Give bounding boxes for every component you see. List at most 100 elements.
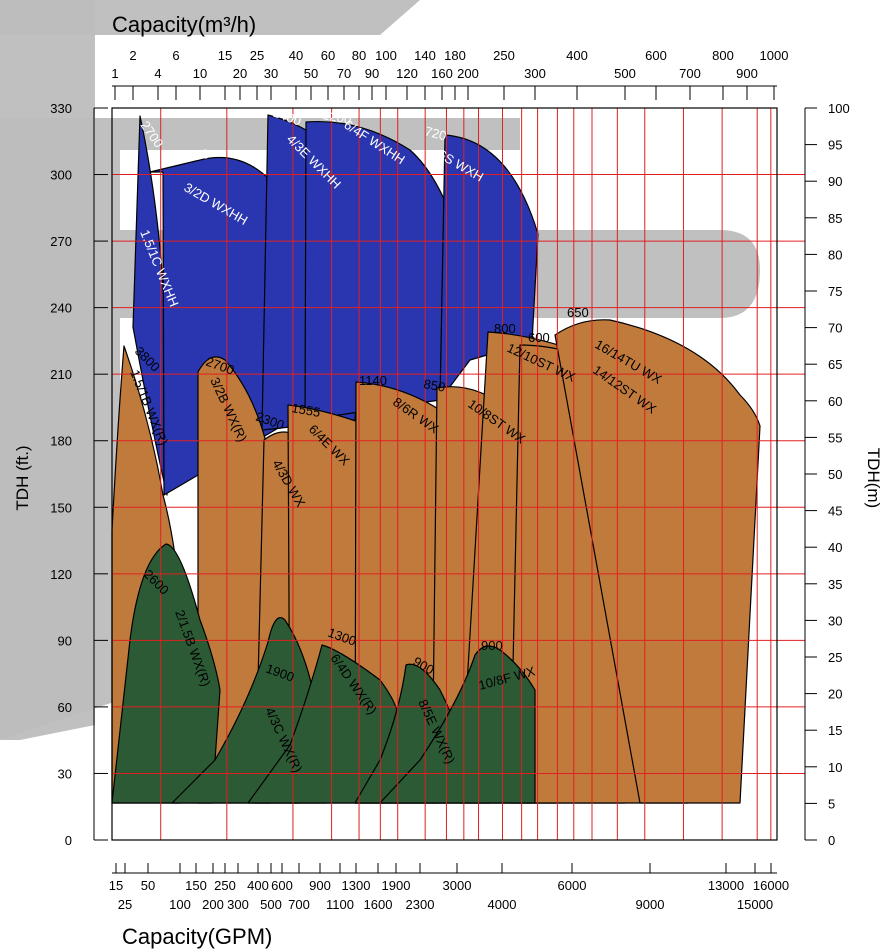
tick-label: 180 bbox=[444, 48, 466, 63]
tick-label: 30 bbox=[58, 766, 72, 781]
tick-label: 75 bbox=[828, 284, 842, 299]
pump-zone-speed-label: 850 bbox=[422, 376, 446, 395]
tick-label: 15 bbox=[828, 723, 842, 738]
tick-label: 1600 bbox=[364, 897, 393, 912]
pump-zone-speed-label: 650 bbox=[567, 305, 589, 320]
pump-zone-green bbox=[379, 645, 536, 804]
tick-label: 90 bbox=[58, 633, 72, 648]
tick-label: 3000 bbox=[443, 878, 472, 893]
tick-label: 85 bbox=[828, 211, 842, 226]
tick-label: 300 bbox=[50, 168, 72, 183]
tick-label: 10 bbox=[828, 760, 842, 775]
tick-label: 25 bbox=[250, 48, 264, 63]
tick-label: 45 bbox=[828, 504, 842, 519]
tick-label: 700 bbox=[288, 897, 310, 912]
tick-label: 250 bbox=[493, 48, 515, 63]
tick-label: 400 bbox=[247, 878, 269, 893]
tick-label: 1300 bbox=[342, 878, 371, 893]
tick-label: 30 bbox=[264, 66, 278, 81]
tick-label: 330 bbox=[50, 101, 72, 116]
tick-label: 95 bbox=[828, 138, 842, 153]
tick-label: 50 bbox=[304, 66, 318, 81]
pump-zone-speed-label: 720 bbox=[423, 123, 448, 143]
tick-label: 25 bbox=[828, 650, 842, 665]
tick-label: 25 bbox=[118, 897, 132, 912]
tick-label: 15 bbox=[109, 878, 123, 893]
tick-label: 15000 bbox=[737, 897, 773, 912]
tick-label: 400 bbox=[566, 48, 588, 63]
tick-label: 60 bbox=[58, 700, 72, 715]
tick-label: 90 bbox=[828, 174, 842, 189]
pump-zone-speed-label: 1200 bbox=[321, 107, 352, 127]
tick-label: 9000 bbox=[636, 897, 665, 912]
tick-label: 160 bbox=[431, 66, 453, 81]
tick-label: 4 bbox=[154, 66, 161, 81]
tick-label: 180 bbox=[50, 434, 72, 449]
tick-label: 700 bbox=[679, 66, 701, 81]
tick-label: 300 bbox=[227, 897, 249, 912]
tick-label: 600 bbox=[645, 48, 667, 63]
tick-label: 1 bbox=[111, 66, 118, 81]
tick-label: 40 bbox=[289, 48, 303, 63]
tick-label: 13000 bbox=[708, 878, 744, 893]
top-axis-title: Capacity(m³/h) bbox=[112, 12, 256, 37]
tick-label: 70 bbox=[337, 66, 351, 81]
tick-label: 500 bbox=[260, 897, 282, 912]
pump-zones bbox=[111, 114, 761, 804]
tick-label: 20 bbox=[233, 66, 247, 81]
tick-label: 65 bbox=[828, 357, 842, 372]
tick-label: 900 bbox=[736, 66, 758, 81]
tick-label: 200 bbox=[202, 897, 224, 912]
tick-label: 100 bbox=[169, 897, 191, 912]
tick-label: 600 bbox=[271, 878, 293, 893]
tick-label: 100 bbox=[828, 101, 850, 116]
tick-label: 35 bbox=[828, 577, 842, 592]
tick-label: 210 bbox=[50, 367, 72, 382]
tick-label: 1900 bbox=[382, 878, 411, 893]
tick-label: 50 bbox=[141, 878, 155, 893]
tick-label: 240 bbox=[50, 301, 72, 316]
tick-label: 900 bbox=[309, 878, 331, 893]
tick-label: 300 bbox=[524, 66, 546, 81]
tick-label: 70 bbox=[828, 321, 842, 336]
tick-label: 10 bbox=[193, 66, 207, 81]
tick-label: 0 bbox=[828, 833, 835, 848]
tick-label: 120 bbox=[396, 66, 418, 81]
left-axis-title: TDH (ft.) bbox=[13, 445, 32, 510]
tick-label: 1100 bbox=[326, 897, 354, 912]
tick-label: 1000 bbox=[760, 48, 789, 63]
bottom-axis-title: Capacity(GPM) bbox=[122, 924, 272, 949]
tick-label: 5 bbox=[828, 796, 835, 811]
pump-zone-green bbox=[247, 644, 399, 804]
plot-frame bbox=[111, 107, 778, 841]
tick-label: 6000 bbox=[558, 878, 587, 893]
tick-label: 16000 bbox=[753, 878, 789, 893]
tick-label: 0 bbox=[65, 833, 72, 848]
tick-label: 80 bbox=[828, 247, 842, 262]
tick-label: 30 bbox=[828, 613, 842, 628]
tick-label: 140 bbox=[414, 48, 436, 63]
tick-label: 60 bbox=[828, 394, 842, 409]
tick-label: 500 bbox=[614, 66, 636, 81]
tick-label: 200 bbox=[457, 66, 479, 81]
tick-label: 270 bbox=[50, 234, 72, 249]
tick-label: 4000 bbox=[488, 897, 517, 912]
tick-label: 6 bbox=[172, 48, 179, 63]
tick-label: 800 bbox=[712, 48, 734, 63]
pump-zone-speed-label: 1140 bbox=[359, 373, 387, 388]
tick-label: 150 bbox=[185, 878, 207, 893]
axes: 0306090120150180210240270300330051015202… bbox=[50, 48, 849, 912]
right-axis-title: TDH(m) bbox=[864, 448, 883, 508]
pump-zone-green bbox=[111, 543, 221, 804]
tick-label: 40 bbox=[828, 540, 842, 555]
watermark-shape bbox=[0, 0, 420, 35]
pump-zone-speed-label: 900 bbox=[481, 638, 503, 653]
tick-label: 150 bbox=[50, 500, 72, 515]
tick-label: 50 bbox=[828, 467, 842, 482]
tick-label: 120 bbox=[50, 567, 72, 582]
tick-label: 100 bbox=[375, 48, 397, 63]
tick-label: 90 bbox=[365, 66, 379, 81]
pump-zone-green bbox=[171, 617, 316, 804]
tick-label: 15 bbox=[218, 48, 232, 63]
